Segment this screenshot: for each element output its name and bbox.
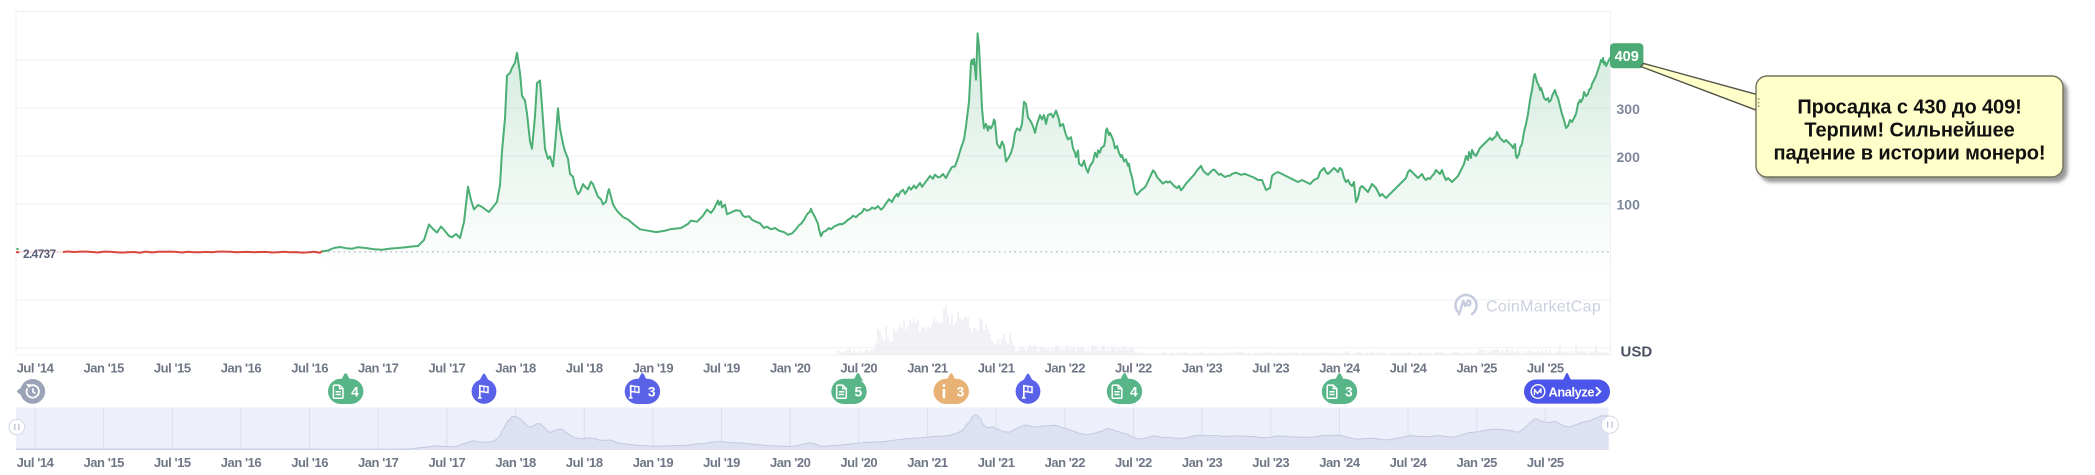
svg-text:Jan '18: Jan '18 <box>495 361 536 376</box>
svg-text:Jan '22: Jan '22 <box>1045 455 1086 470</box>
svg-text:300: 300 <box>1617 101 1641 117</box>
svg-text:4: 4 <box>1130 384 1138 399</box>
svg-text:Jul '25: Jul '25 <box>1527 361 1564 376</box>
svg-text:Jul '22: Jul '22 <box>1115 361 1152 376</box>
svg-text:Jul '24: Jul '24 <box>1390 361 1428 376</box>
svg-text:100: 100 <box>1617 197 1641 213</box>
svg-text:Jan '15: Jan '15 <box>83 361 124 376</box>
svg-text:2.4737: 2.4737 <box>23 247 57 261</box>
svg-text:Jul '23: Jul '23 <box>1252 361 1289 376</box>
svg-text:Jul '23: Jul '23 <box>1252 455 1289 470</box>
svg-text:Jul '15: Jul '15 <box>154 361 191 376</box>
svg-text:Jan '20: Jan '20 <box>770 455 811 470</box>
svg-text:Просадка с 430 до 409!: Просадка с 430 до 409! <box>1797 97 2021 119</box>
svg-text:Jul '18: Jul '18 <box>566 361 603 376</box>
svg-text:Jan '21: Jan '21 <box>907 455 948 470</box>
svg-text:Jan '16: Jan '16 <box>221 455 262 470</box>
svg-text:Jul '24: Jul '24 <box>1390 455 1428 470</box>
svg-text:Jan '18: Jan '18 <box>495 455 536 470</box>
svg-text:Jul '21: Jul '21 <box>978 455 1015 470</box>
svg-text:200: 200 <box>1617 149 1641 165</box>
svg-text:Jan '24: Jan '24 <box>1319 455 1361 470</box>
svg-text:Jan '15: Jan '15 <box>83 455 124 470</box>
svg-text:Jan '25: Jan '25 <box>1456 361 1497 376</box>
svg-text:Analyze: Analyze <box>1549 384 1595 399</box>
svg-text:Jul '17: Jul '17 <box>429 361 466 376</box>
svg-text:Jan '20: Jan '20 <box>770 361 811 376</box>
svg-text:Терпим! Сильнейшее: Терпим! Сильнейшее <box>1804 120 2014 142</box>
svg-text:Jan '23: Jan '23 <box>1182 361 1223 376</box>
svg-text:Jul '16: Jul '16 <box>291 455 328 470</box>
svg-text:Jan '22: Jan '22 <box>1045 361 1086 376</box>
svg-text:409: 409 <box>1615 49 1639 65</box>
svg-text:4: 4 <box>351 384 359 399</box>
svg-text:Jul '14: Jul '14 <box>17 361 55 376</box>
svg-text:Jan '23: Jan '23 <box>1182 455 1223 470</box>
svg-text:Jan '25: Jan '25 <box>1456 455 1497 470</box>
svg-text:Jul '14: Jul '14 <box>17 455 55 470</box>
svg-text:3: 3 <box>1345 384 1353 399</box>
svg-text:Jul '20: Jul '20 <box>840 361 877 376</box>
svg-text:Jan '21: Jan '21 <box>907 361 948 376</box>
svg-text:Jul '19: Jul '19 <box>703 455 740 470</box>
svg-text:Jan '17: Jan '17 <box>358 361 399 376</box>
svg-text:Jan '19: Jan '19 <box>633 361 674 376</box>
svg-text:Jan '19: Jan '19 <box>633 455 674 470</box>
svg-text:Jul '22: Jul '22 <box>1115 455 1152 470</box>
svg-text:Jan '24: Jan '24 <box>1319 361 1361 376</box>
svg-text:3: 3 <box>648 384 656 399</box>
svg-text:5: 5 <box>854 384 862 399</box>
svg-text:Jan '17: Jan '17 <box>358 455 399 470</box>
svg-text:Jul '15: Jul '15 <box>154 455 191 470</box>
svg-text:Jul '21: Jul '21 <box>978 361 1015 376</box>
svg-text:USD: USD <box>1621 344 1653 361</box>
svg-text:Jul '20: Jul '20 <box>840 455 877 470</box>
svg-text:Jul '17: Jul '17 <box>429 455 466 470</box>
svg-text:падение в истории монеро!: падение в истории монеро! <box>1773 143 2045 165</box>
svg-text:Jul '18: Jul '18 <box>566 455 603 470</box>
svg-text:Jul '16: Jul '16 <box>291 361 328 376</box>
svg-text:Jul '19: Jul '19 <box>703 361 740 376</box>
svg-text:Jan '16: Jan '16 <box>221 361 262 376</box>
svg-text:3: 3 <box>957 384 965 399</box>
svg-text:Jul '25: Jul '25 <box>1527 455 1564 470</box>
